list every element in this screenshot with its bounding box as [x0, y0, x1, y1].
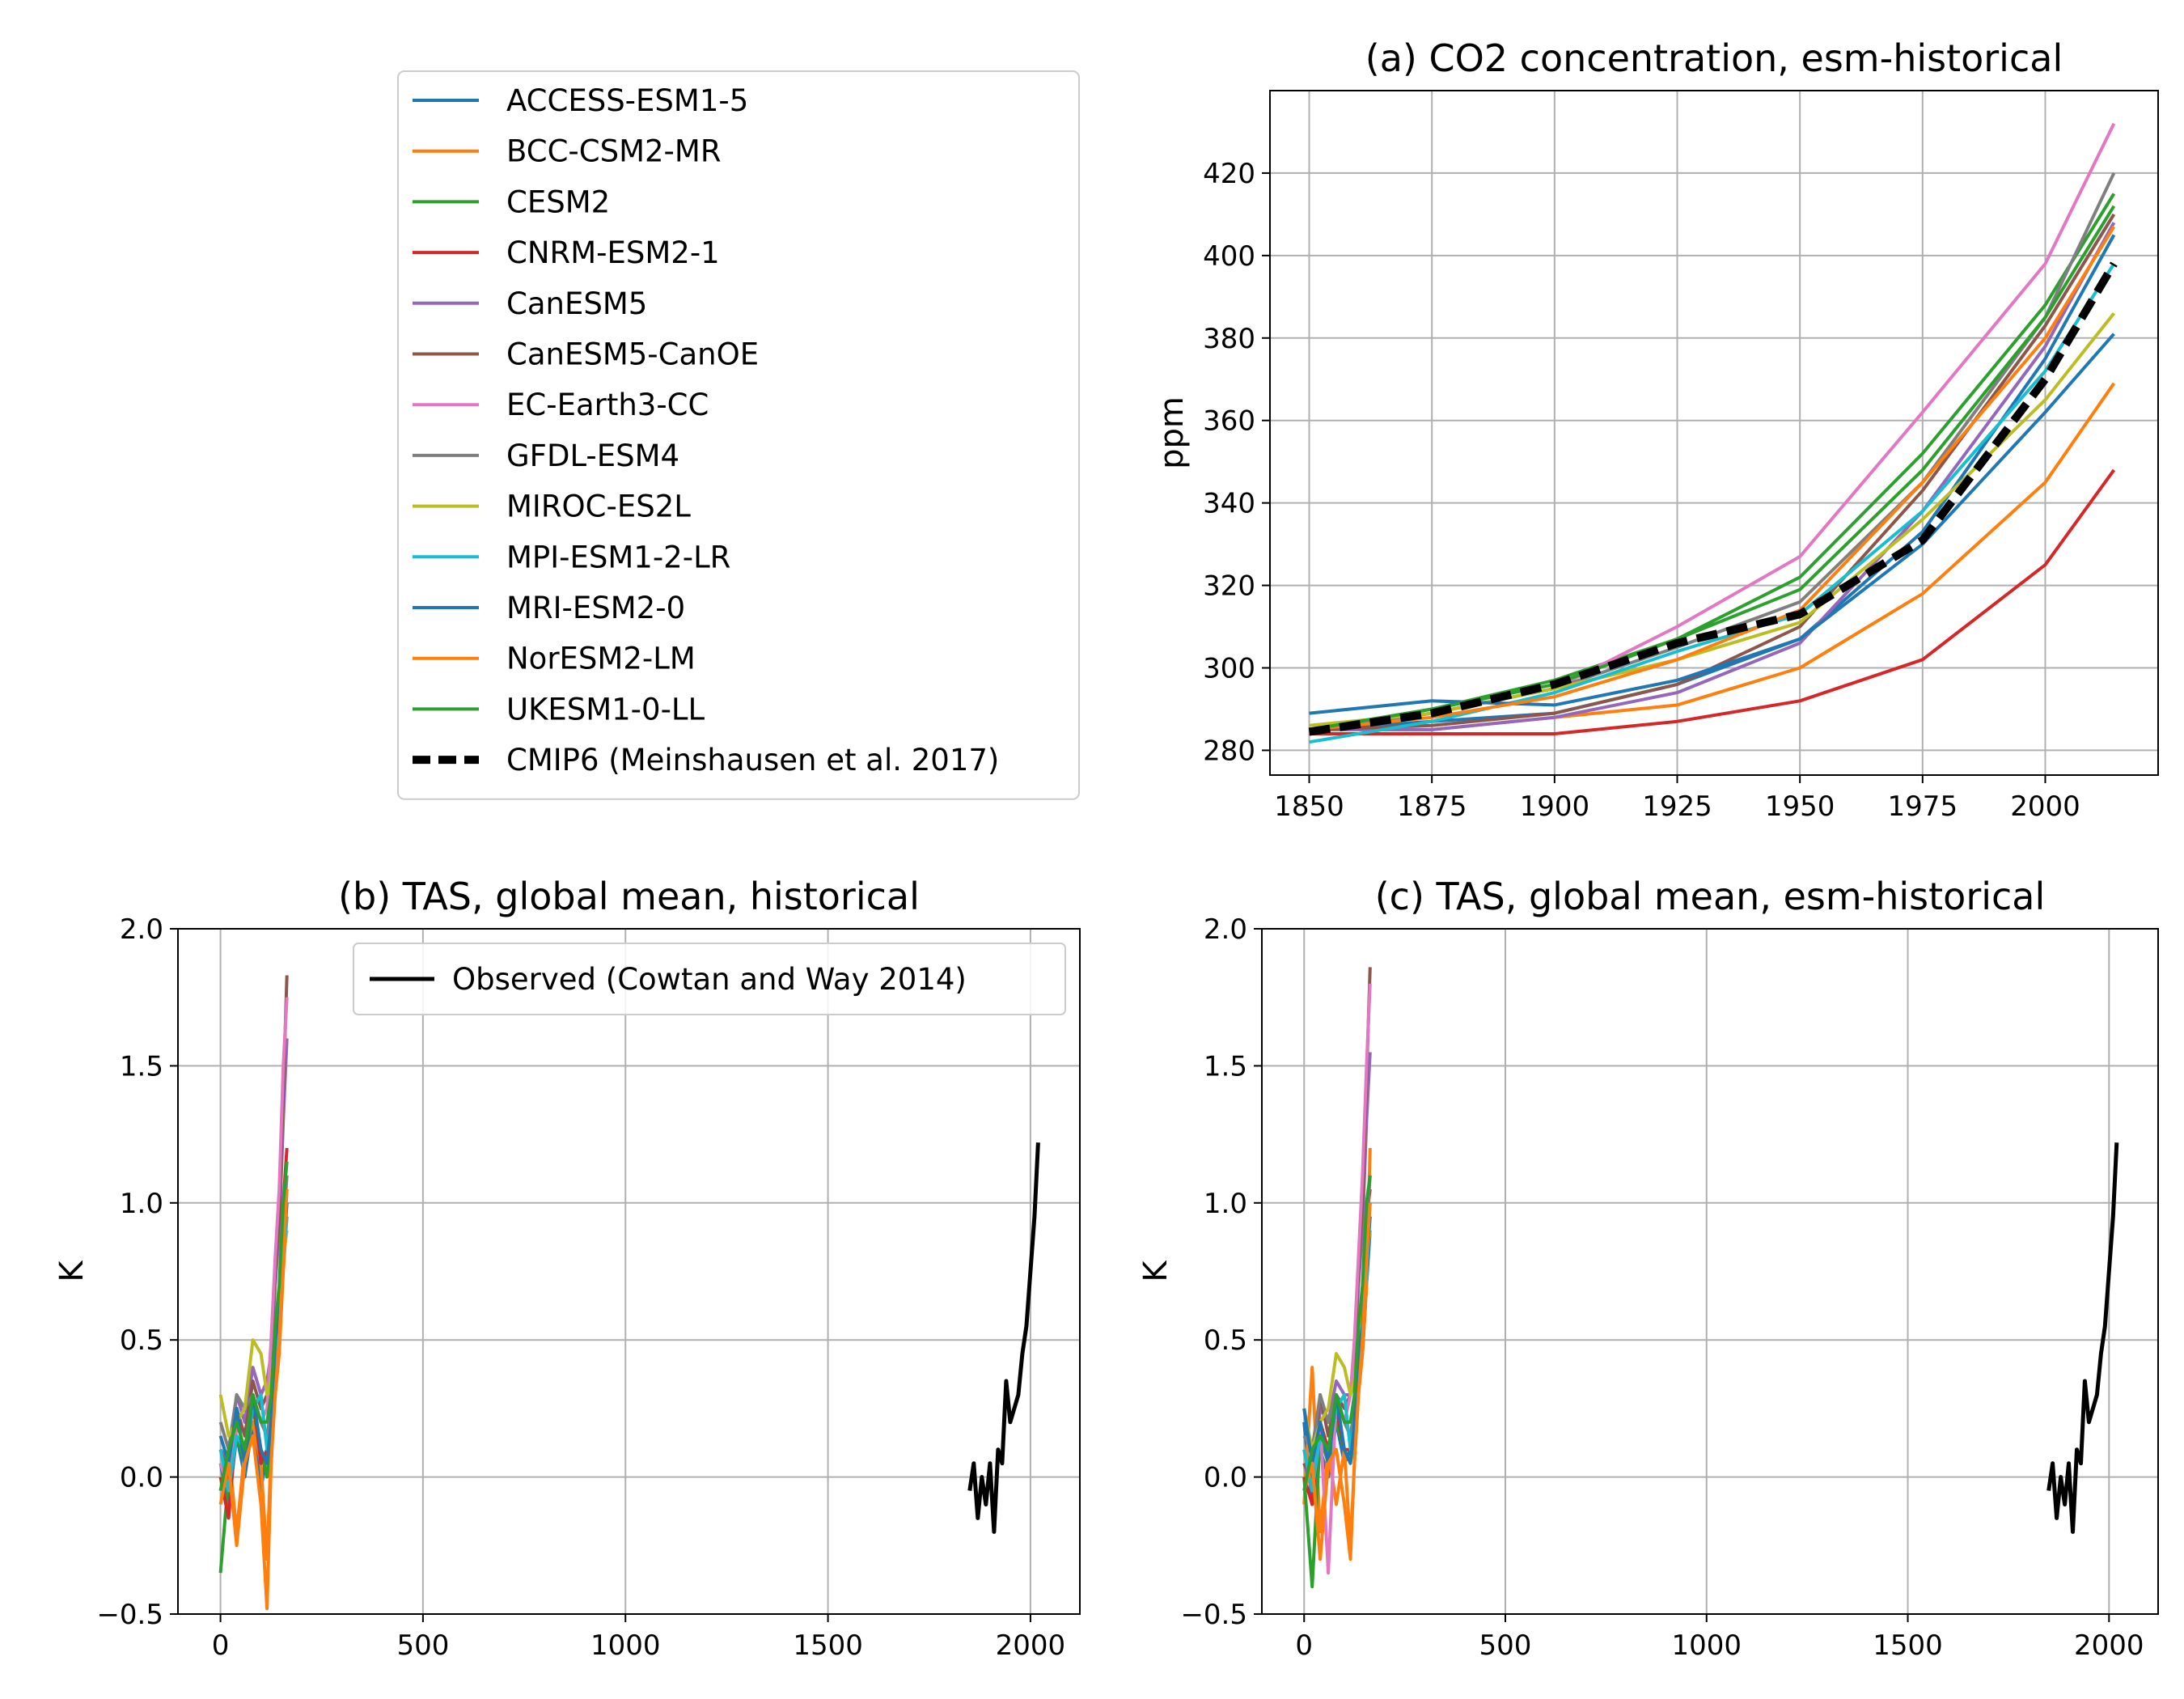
y-axis-label: K	[1137, 1260, 1175, 1282]
series-line-access-esm1-5	[1309, 234, 2116, 731]
series-line-miroc-es2l	[1309, 311, 2115, 727]
x-tick-label: 500	[396, 1629, 449, 1662]
x-tick-label: 0	[212, 1629, 230, 1662]
legend-label-observed: Observed (Cowtan and Way 2014)	[452, 962, 967, 997]
y-tick-label: 1.0	[1204, 1188, 1247, 1220]
x-tick-label: 1875	[1397, 790, 1467, 823]
legend-label: CMIP6 (Meinshausen et al. 2017)	[506, 743, 999, 777]
x-tick-label: 1000	[1672, 1629, 1742, 1662]
plot-area	[1302, 967, 2119, 1589]
y-tick-label: −0.5	[96, 1599, 163, 1631]
legend-label: NorESM2-LM	[506, 642, 696, 676]
legend-label: MPI-ESM1-2-LR	[506, 540, 730, 574]
panel-c: 0 500 1000 1500 2000 −0.5 0.0 0.5 1.0 1.5 2.0 (c) T…	[1137, 875, 2159, 1662]
main-legend: ACCESS-ESM1-5 BCC-CSM2-MR CESM2 CNRM-ESM2-1…	[397, 70, 1080, 800]
x-tick-label: 1950	[1765, 790, 1835, 823]
y-tick-label: 1.5	[1204, 1050, 1247, 1083]
legend-label: CanESM5	[506, 286, 647, 321]
series-line-canesm5-canoe	[1309, 213, 2116, 731]
inset-legend: Observed (Cowtan and Way 2014)	[353, 943, 1066, 1015]
observed-line	[2046, 1142, 2119, 1534]
series-line-ukesm1-0-ll	[218, 1161, 289, 1491]
panel-b: 0 500 1000 1500 2000 −0.5 0.0 0.5 1.0 1.5 2.0 (b) T…	[53, 875, 1081, 1662]
legend-label: CNRM-ESM2-1	[506, 235, 720, 270]
y-tick-label: 400	[1203, 240, 1255, 273]
panel-title: (b) TAS, global mean, historical	[338, 875, 920, 918]
x-tick-label: 1000	[590, 1629, 661, 1662]
x-tick-label: 1975	[1888, 790, 1958, 823]
y-axis-label: K	[53, 1260, 91, 1282]
legend-label: EC-Earth3-CC	[506, 388, 709, 422]
series-line-canesm5	[1309, 222, 2116, 731]
panel-title: (c) TAS, global mean, esm-historical	[1375, 875, 2046, 918]
legend-label: UKESM1-0-LL	[506, 692, 705, 727]
legend-label: CanESM5-CanOE	[506, 337, 759, 372]
series-line-noresm2-lm	[218, 1188, 289, 1611]
legend-box	[397, 70, 1080, 800]
plot-area	[218, 975, 1040, 1611]
y-axis-label: ppm	[1153, 396, 1191, 469]
y-tick-label: 2.0	[120, 913, 163, 946]
y-tick-label: 380	[1203, 323, 1255, 355]
y-tick-label: 300	[1203, 652, 1255, 684]
series-line-ukesm1-0-ll	[1309, 205, 2116, 731]
x-tick-label: 1500	[793, 1629, 863, 1662]
axes-frame	[177, 928, 1081, 1615]
legend-label: BCC-CSM2-MR	[506, 134, 722, 169]
y-tick-label: 0.5	[1204, 1324, 1247, 1357]
axes-frame	[1261, 928, 2159, 1615]
legend-label: MIROC-ES2L	[506, 489, 691, 524]
x-tick-label: 1925	[1642, 790, 1712, 823]
x-tick-label: 1850	[1274, 790, 1344, 823]
y-tick-label: −0.5	[1180, 1599, 1247, 1631]
panel-title: (a) CO2 concentration, esm-historical	[1365, 36, 2063, 80]
x-tick-label: 2000	[996, 1629, 1066, 1662]
series-line-cnrm-esm2-1	[1309, 468, 2116, 735]
legend-label: CESM2	[506, 184, 610, 219]
plot-area	[1308, 122, 2118, 744]
y-tick-label: 0.0	[1204, 1462, 1247, 1494]
series-line-mri-esm2-0	[1309, 333, 2115, 715]
x-tick-label: 500	[1479, 1629, 1532, 1662]
x-tick-label: 1900	[1520, 790, 1590, 823]
series-line-noresm2-lm	[1309, 226, 2116, 731]
series-line-noresm2-lm	[1302, 1202, 1372, 1561]
y-tick-label: 0.5	[120, 1324, 163, 1357]
x-tick-label: 2000	[2074, 1629, 2144, 1662]
series-line-ukesm1-0-ll	[1302, 1175, 1372, 1491]
panel-a: 1850 1875 1900 1925 1950 1975 2000 280 300 320 340…	[1153, 36, 2159, 823]
y-tick-label: 280	[1203, 735, 1255, 767]
series-line-cmip6-meinshausen-et-al-2017-	[1308, 261, 2118, 736]
y-tick-label: 1.5	[120, 1050, 163, 1083]
y-tick-label: 340	[1203, 488, 1255, 520]
x-tick-label: 0	[1295, 1629, 1313, 1662]
axes-frame	[1269, 90, 2159, 776]
observed-line	[967, 1142, 1040, 1534]
legend-label: ACCESS-ESM1-5	[506, 83, 748, 118]
x-tick-label: 1500	[1873, 1629, 1943, 1662]
y-tick-label: 320	[1203, 570, 1255, 603]
y-tick-label: 2.0	[1204, 913, 1247, 946]
legend-box	[353, 943, 1066, 1015]
x-tick-label: 2000	[2010, 790, 2080, 823]
y-tick-label: 1.0	[120, 1188, 163, 1220]
y-tick-label: 0.0	[120, 1462, 163, 1494]
legend-label: MRI-ESM2-0	[506, 591, 685, 625]
legend-label: GFDL-ESM4	[506, 439, 679, 473]
y-tick-label: 420	[1203, 158, 1255, 190]
y-tick-label: 360	[1203, 405, 1255, 438]
